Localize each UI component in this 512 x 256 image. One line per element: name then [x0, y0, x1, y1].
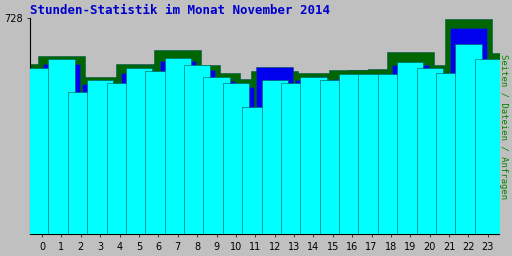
Bar	[140, 76, 177, 234]
Bar	[334, 79, 370, 234]
Bar	[281, 83, 307, 234]
Bar	[358, 74, 385, 234]
Bar	[184, 65, 210, 234]
Bar	[57, 89, 104, 234]
Bar	[87, 80, 113, 234]
Bar	[339, 74, 365, 234]
Bar	[348, 70, 395, 234]
Bar	[24, 73, 60, 234]
Bar	[155, 50, 201, 234]
Bar	[218, 87, 254, 234]
Bar	[445, 19, 492, 234]
Bar	[319, 80, 346, 234]
Bar	[271, 76, 317, 234]
Bar	[193, 73, 240, 234]
Bar	[464, 53, 511, 234]
Bar	[301, 77, 327, 234]
Bar	[237, 111, 273, 234]
Bar	[116, 64, 162, 234]
Bar	[412, 73, 448, 234]
Bar	[315, 84, 351, 234]
Bar	[353, 79, 390, 234]
Bar	[436, 73, 462, 234]
Bar	[262, 80, 288, 234]
Bar	[475, 59, 501, 234]
Bar	[242, 107, 268, 234]
Y-axis label: Seiten / Dateien / Anfragen: Seiten / Dateien / Anfragen	[499, 54, 508, 199]
Bar	[19, 64, 66, 234]
Bar	[38, 56, 84, 234]
Bar	[198, 81, 234, 234]
Bar	[48, 59, 75, 234]
Bar	[455, 45, 482, 234]
Bar	[373, 79, 409, 234]
Bar	[82, 84, 118, 234]
Bar	[232, 101, 279, 234]
Bar	[29, 68, 55, 234]
Bar	[135, 65, 182, 234]
Bar	[96, 80, 143, 234]
Bar	[290, 73, 337, 234]
Bar	[101, 87, 138, 234]
Bar	[368, 69, 414, 234]
Bar	[417, 68, 443, 234]
Bar	[62, 96, 99, 234]
Bar	[407, 65, 453, 234]
Bar	[276, 89, 312, 234]
Bar	[174, 65, 220, 234]
Text: Stunden-Statistik im Monat November 2014: Stunden-Statistik im Monat November 2014	[30, 4, 330, 17]
Bar	[106, 83, 133, 234]
Bar	[329, 70, 375, 234]
Bar	[44, 64, 79, 234]
Bar	[77, 77, 123, 234]
Bar	[126, 68, 152, 234]
Bar	[68, 92, 94, 234]
Bar	[251, 71, 298, 234]
Bar	[431, 77, 467, 234]
Bar	[470, 64, 506, 234]
Bar	[392, 65, 429, 234]
Bar	[223, 83, 249, 234]
Bar	[387, 52, 434, 234]
Bar	[378, 74, 404, 234]
Bar	[257, 67, 293, 234]
Bar	[121, 73, 157, 234]
Bar	[451, 28, 487, 234]
Bar	[397, 62, 423, 234]
Bar	[203, 77, 229, 234]
Bar	[310, 76, 356, 234]
Bar	[212, 79, 259, 234]
Bar	[145, 71, 172, 234]
Bar	[165, 58, 191, 234]
Bar	[295, 80, 332, 234]
Bar	[426, 68, 473, 234]
Bar	[160, 61, 196, 234]
Bar	[179, 70, 216, 234]
